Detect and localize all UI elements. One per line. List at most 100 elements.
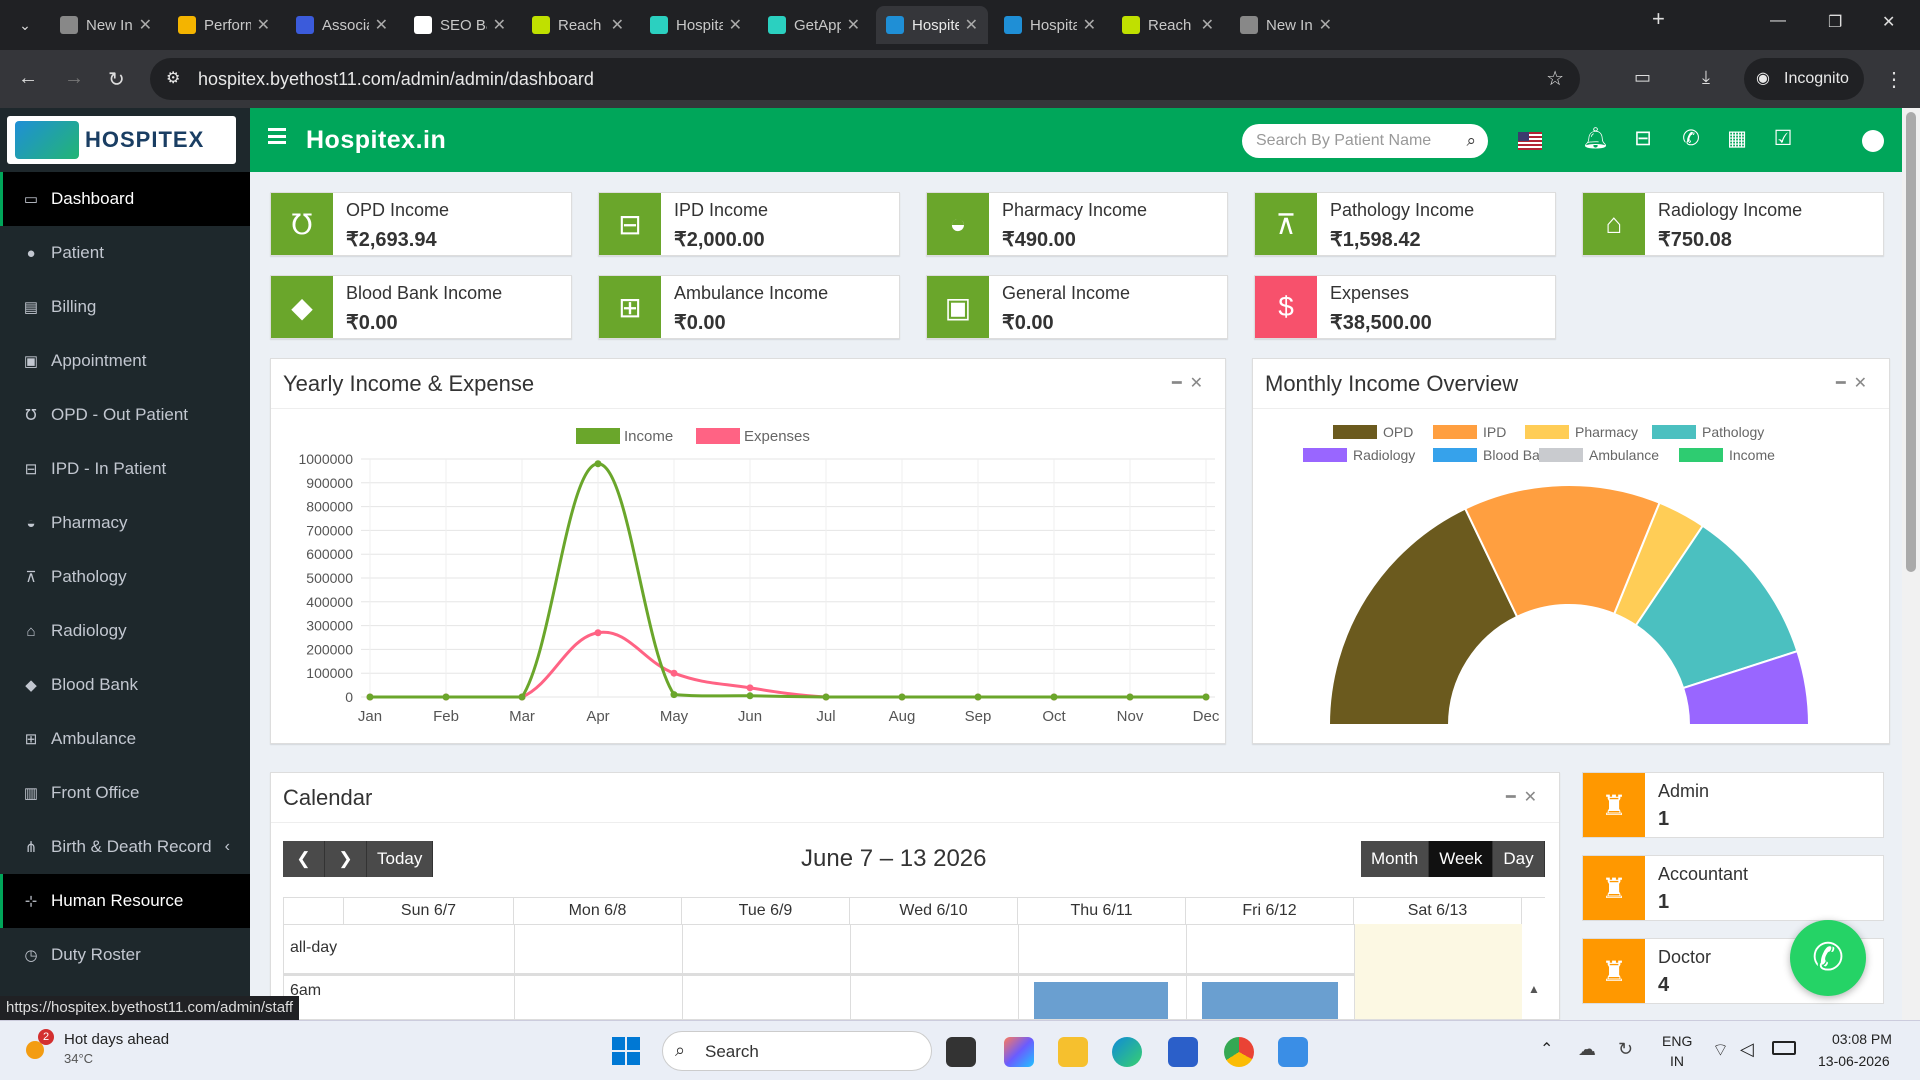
store-icon[interactable]: [1168, 1037, 1198, 1067]
data-point[interactable]: [518, 693, 526, 701]
browser-tab[interactable]: Reach Er ✕: [522, 6, 634, 44]
close-icon[interactable]: ✕: [1853, 375, 1875, 392]
income-box[interactable]: ⊟ IPD Income ₹2,000.00: [598, 192, 900, 256]
close-tab-icon[interactable]: ✕: [1082, 17, 1096, 34]
scrollbar-thumb[interactable]: [1906, 112, 1916, 572]
new-tab-button[interactable]: +: [1652, 6, 1665, 31]
copilot-icon[interactable]: [1004, 1037, 1034, 1067]
browser-tab[interactable]: Reach Er ✕: [1112, 6, 1224, 44]
data-point[interactable]: [594, 629, 602, 637]
browser-menu-icon[interactable]: ⋮: [1884, 69, 1904, 91]
weather-widget[interactable]: 2 Hot days ahead 34°C: [24, 1029, 204, 1073]
staff-count-box[interactable]: ♜ Accountant 1: [1582, 855, 1884, 921]
sidebar-item-duty-roster[interactable]: ◷ Duty Roster: [0, 928, 250, 982]
browser-tab[interactable]: Hospital ✕: [994, 6, 1106, 44]
income-box[interactable]: ℧ OPD Income ₹2,693.94: [270, 192, 572, 256]
close-tab-icon[interactable]: ✕: [1200, 17, 1214, 34]
download-icon[interactable]: ⤓: [1702, 67, 1710, 87]
bell-icon[interactable]: 🔔︎: [1582, 127, 1609, 150]
doughnut-slice-opd[interactable]: [1327, 507, 1519, 726]
calendar-event[interactable]: [1202, 982, 1338, 1019]
photos-icon[interactable]: [1278, 1037, 1308, 1067]
close-tab-icon[interactable]: ✕: [728, 17, 742, 34]
close-tab-icon[interactable]: ✕: [138, 17, 152, 34]
clock-time[interactable]: 03:08 PM: [1832, 1031, 1892, 1047]
data-point[interactable]: [974, 693, 982, 701]
browser-tab[interactable]: Perform ✕: [168, 6, 280, 44]
sidebar-item-dashboard[interactable]: ▭ Dashboard: [0, 172, 250, 226]
volume-icon[interactable]: ◁: [1740, 1039, 1754, 1059]
close-tab-icon[interactable]: ✕: [492, 17, 506, 34]
data-point[interactable]: [746, 692, 754, 700]
income-box[interactable]: ⊼ Pathology Income ₹1,598.42: [1254, 192, 1556, 256]
data-point[interactable]: [1050, 693, 1058, 701]
calendar-event[interactable]: [1034, 982, 1168, 1019]
sidebar-item-pathology[interactable]: ⊼ Pathology: [0, 550, 250, 604]
bed-icon[interactable]: ⊟: [1634, 127, 1652, 150]
close-tab-icon[interactable]: ✕: [846, 17, 860, 34]
lang-bottom[interactable]: IN: [1670, 1053, 1684, 1069]
data-point[interactable]: [670, 669, 678, 677]
tray-chevron-icon[interactable]: ⌃: [1540, 1041, 1554, 1058]
sidebar-item-billing[interactable]: ▤ Billing: [0, 280, 250, 334]
browser-tab[interactable]: Hospital ✕: [640, 6, 752, 44]
sidebar-item-ambulance[interactable]: ⊞ Ambulance: [0, 712, 250, 766]
income-box[interactable]: $ Expenses ₹38,500.00: [1254, 275, 1556, 339]
reload-icon[interactable]: ↻: [108, 69, 125, 91]
browser-tab[interactable]: New Inco ✕: [1230, 6, 1342, 44]
page-scrollbar[interactable]: [1902, 108, 1920, 1020]
income-box[interactable]: ◒ Pharmacy Income ₹490.00: [926, 192, 1228, 256]
incognito-badge[interactable]: ◉ Incognito: [1744, 58, 1864, 100]
calendar-icon[interactable]: ▦: [1727, 127, 1747, 150]
whatsapp-icon[interactable]: ✆: [1682, 127, 1700, 150]
lang-top[interactable]: ENG: [1662, 1033, 1693, 1049]
hospitex-logo[interactable]: HOSPITEX: [7, 116, 236, 164]
close-tab-icon[interactable]: ✕: [1318, 17, 1332, 34]
data-point[interactable]: [822, 693, 830, 701]
sidebar-item-front-office[interactable]: ▥ Front Office: [0, 766, 250, 820]
file-explorer-icon[interactable]: [1058, 1037, 1088, 1067]
scroll-up-icon[interactable]: ▲: [1528, 982, 1540, 996]
next-week-button[interactable]: ❯: [325, 841, 367, 877]
browser-tab[interactable]: Associat ✕: [286, 6, 398, 44]
close-icon[interactable]: ✕: [1523, 789, 1545, 806]
collapse-icon[interactable]: ━: [1835, 375, 1854, 392]
sidebar-item-human-resource[interactable]: ⊹ Human Resource: [0, 874, 250, 928]
us-flag-icon[interactable]: [1518, 132, 1542, 150]
sidebar-item-blood-bank[interactable]: ◆ Blood Bank: [0, 658, 250, 712]
close-tab-icon[interactable]: ✕: [256, 17, 270, 34]
doughnut-slice-ipd[interactable]: [1463, 484, 1661, 619]
search-icon[interactable]: ⌕: [1466, 131, 1476, 150]
url-bar[interactable]: ⚙ hospitex.byethost11.com/admin/admin/da…: [150, 58, 1580, 100]
close-tab-icon[interactable]: ✕: [964, 17, 978, 34]
sidebar-item-pharmacy[interactable]: ◒ Pharmacy: [0, 496, 250, 550]
view-week-button[interactable]: Week: [1429, 841, 1494, 877]
data-point[interactable]: [1126, 693, 1134, 701]
site-info-icon[interactable]: ⚙: [166, 70, 181, 87]
taskview-icon[interactable]: [946, 1037, 976, 1067]
data-point[interactable]: [594, 460, 602, 468]
cast-icon[interactable]: ▭: [1634, 67, 1652, 87]
browser-tab[interactable]: Hospite: ✕: [876, 6, 988, 44]
data-point[interactable]: [746, 684, 754, 692]
close-tab-icon[interactable]: ✕: [610, 17, 624, 34]
view-day-button[interactable]: Day: [1493, 841, 1545, 877]
income-box[interactable]: ▣ General Income ₹0.00: [926, 275, 1228, 339]
data-point[interactable]: [442, 693, 450, 701]
battery-icon[interactable]: [1772, 1041, 1796, 1055]
income-box[interactable]: ⊞ Ambulance Income ₹0.00: [598, 275, 900, 339]
menu-toggle-icon[interactable]: [268, 128, 286, 144]
data-point[interactable]: [366, 693, 374, 701]
close-icon[interactable]: ✕: [1189, 375, 1211, 392]
forward-icon[interactable]: →: [64, 67, 84, 89]
data-point[interactable]: [898, 693, 906, 701]
sidebar-item-appointment[interactable]: ▣ Appointment: [0, 334, 250, 388]
chrome-icon[interactable]: [1224, 1037, 1254, 1067]
tab-search-button[interactable]: ⌄: [8, 6, 42, 44]
prev-week-button[interactable]: ❮: [283, 841, 325, 877]
sync-icon[interactable]: ↻: [1618, 1039, 1634, 1059]
browser-tab[interactable]: New Inco ✕: [50, 6, 162, 44]
data-point[interactable]: [1202, 693, 1210, 701]
avatar[interactable]: [1862, 130, 1884, 152]
sidebar-item-birth-death-record[interactable]: ⋔ Birth & Death Record ‹: [0, 820, 250, 874]
